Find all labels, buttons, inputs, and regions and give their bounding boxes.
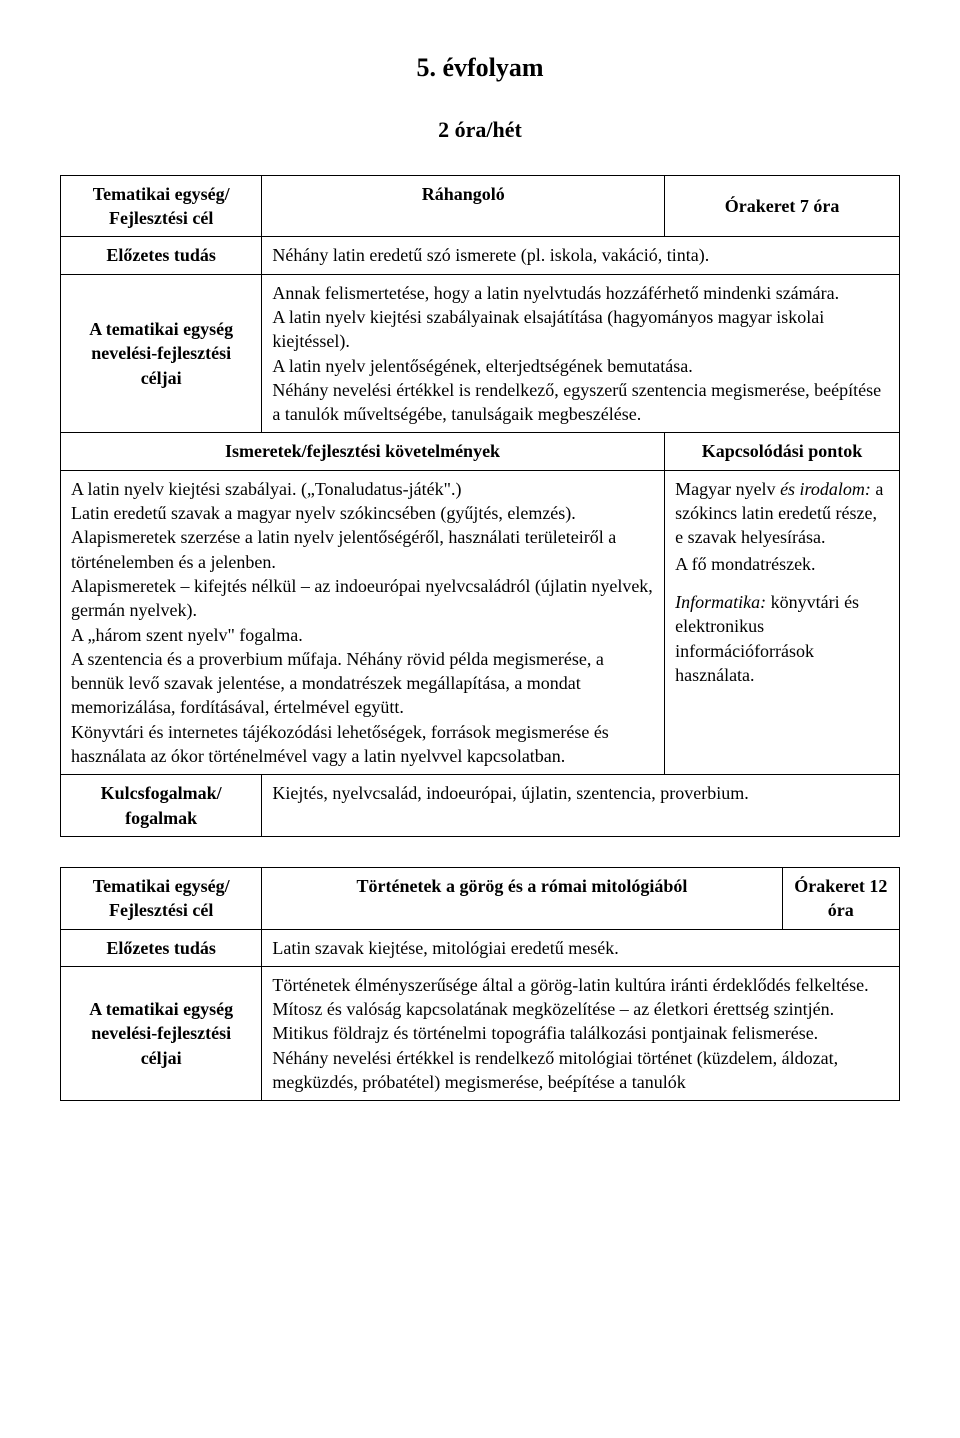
t1-r5c2-3a: Informatika: (675, 592, 766, 612)
t1-r5c2-b: és irodalom: (780, 479, 871, 499)
t2-r2c1: Előzetes tudás (61, 929, 262, 966)
t2-r3c2: Történetek élményszerűsége által a görög… (262, 966, 900, 1100)
t1-r5c2-line2: A fő mondatrészek. (675, 552, 889, 576)
t1-r1c2: Ráhangoló (262, 175, 665, 237)
t1-r5c2-a: Magyar nyelv (675, 479, 780, 499)
t1-r6c2: Kiejtés, nyelvcsalád, indoeurópai, újlat… (262, 775, 900, 837)
t1-r3c2: Annak felismertetése, hogy a latin nyelv… (262, 274, 900, 433)
t1-r1c3: Órakeret 7 óra (665, 175, 900, 237)
unit-table-1: Tematikai egység/ Fejlesztési cél Ráhang… (60, 175, 900, 837)
t1-r6c1: Kulcsfogalmak/ fogalmak (61, 775, 262, 837)
t2-r3c1: A tematikai egység nevelési-fejlesztési … (61, 966, 262, 1100)
t2-r1c1: Tematikai egység/ Fejlesztési cél (61, 867, 262, 929)
t1-r5c2: Magyar nyelv és irodalom: a szókincs lat… (665, 470, 900, 775)
unit-table-2: Tematikai egység/ Fejlesztési cél Történ… (60, 867, 900, 1101)
t1-r4c2: Kapcsolódási pontok (665, 433, 900, 470)
t1-r2c1: Előzetes tudás (61, 237, 262, 274)
t1-r5c1: A latin nyelv kiejtési szabályai. („Tona… (61, 470, 665, 775)
t2-r2c2: Latin szavak kiejtése, mitológiai eredet… (262, 929, 900, 966)
t2-r1c3: Órakeret 12 óra (782, 867, 899, 929)
t1-r4c1: Ismeretek/fejlesztési követelmények (61, 433, 665, 470)
page-subtitle: 2 óra/hét (60, 115, 900, 145)
t1-r1c1: Tematikai egység/ Fejlesztési cél (61, 175, 262, 237)
t2-r1c2: Történetek a görög és a római mitológiáb… (262, 867, 782, 929)
page-title: 5. évfolyam (60, 50, 900, 85)
t1-r3c1: A tematikai egység nevelési-fejlesztési … (61, 274, 262, 433)
t1-r2c2: Néhány latin eredetű szó ismerete (pl. i… (262, 237, 900, 274)
